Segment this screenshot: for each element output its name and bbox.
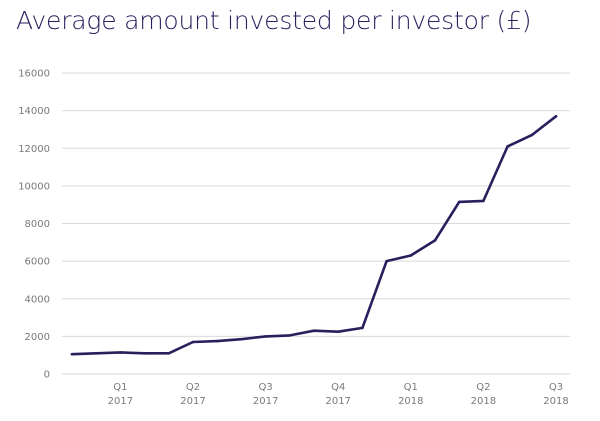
data-point [143, 352, 146, 355]
data-point [433, 239, 437, 242]
data-point [264, 335, 267, 338]
data-point [119, 351, 122, 354]
data-point [215, 339, 219, 343]
data-point [312, 329, 316, 333]
gridlines [62, 72, 570, 375]
x-tick-label-quarter: Q3 [549, 382, 563, 393]
data-point [288, 334, 292, 337]
x-tick-label-quarter: Q2 [476, 382, 490, 393]
data-point [361, 326, 364, 330]
x-tick-label-year: 2018 [471, 396, 496, 407]
y-tick-label: 16000 [18, 69, 50, 80]
series-line [70, 115, 558, 356]
data-point [457, 200, 461, 204]
data-point [554, 114, 558, 118]
x-tick-label-quarter: Q1 [404, 382, 418, 393]
y-tick-label: 8000 [25, 219, 50, 230]
x-tick-label-year: 2017 [253, 396, 278, 407]
data-point [240, 337, 243, 341]
y-tick-label: 12000 [18, 144, 50, 155]
data-point [191, 340, 195, 344]
x-tick-label-quarter: Q4 [331, 382, 345, 393]
data-point [167, 352, 171, 355]
chart-title: Average amount invested per investor (£) [16, 6, 532, 35]
data-point [482, 199, 485, 203]
y-tick-label: 6000 [25, 257, 50, 268]
y-axis-tick-labels: 0 2000 4000 6000 8000 10000 12000 14000 16000 [18, 69, 50, 381]
x-axis-tick-labels: Q1 2017 Q2 2017 Q3 2017 Q4 2017 Q1 2018 Q2 2018 Q3 20… [108, 382, 569, 407]
x-tick-label-year: 2017 [325, 396, 350, 407]
y-tick-label: 4000 [25, 294, 50, 305]
x-tick-label-year: 2017 [108, 396, 133, 407]
data-point [94, 352, 98, 355]
data-point [336, 330, 340, 333]
data-point [409, 254, 413, 257]
data-point [530, 133, 534, 137]
x-tick-label-quarter: Q3 [258, 382, 272, 393]
y-tick-label: 10000 [18, 181, 50, 192]
y-tick-label: 0 [44, 370, 50, 381]
series-layer [70, 114, 558, 356]
y-tick-label: 2000 [25, 332, 50, 343]
x-tick-label-quarter: Q1 [113, 382, 127, 393]
x-tick-label-year: 2017 [180, 396, 205, 407]
data-point [385, 259, 388, 263]
data-point [506, 145, 509, 148]
data-point [70, 352, 74, 356]
x-tick-label-quarter: Q2 [186, 382, 200, 393]
y-tick-label: 14000 [18, 106, 50, 117]
x-tick-label-year: 2018 [543, 396, 568, 407]
x-tick-label-year: 2018 [398, 396, 423, 407]
